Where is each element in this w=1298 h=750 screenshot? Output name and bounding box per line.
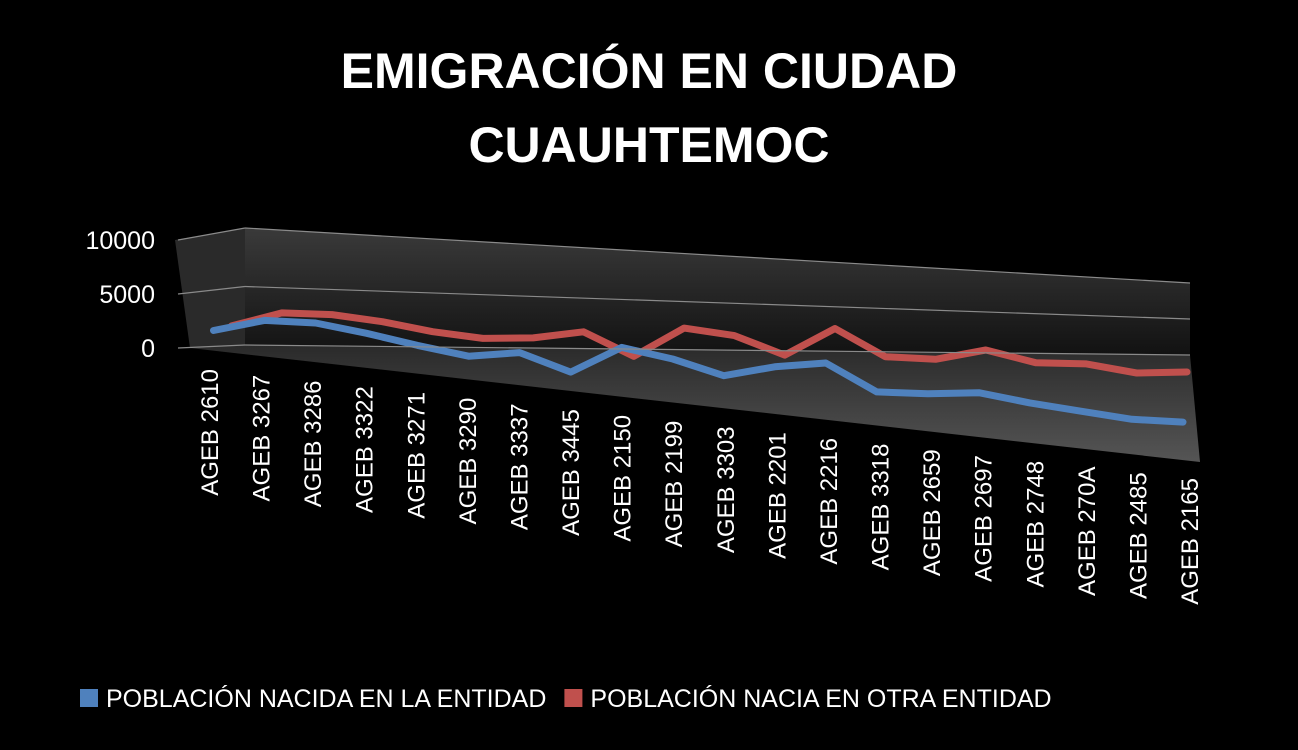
- plot: [210, 309, 1191, 426]
- side-wall: [175, 228, 245, 348]
- x-tick-label: AGEB 270A: [1074, 467, 1101, 596]
- series-line: [228, 309, 1191, 377]
- chart-title: EMIGRACIÓN EN CIUDAD CUAUHTEMOC: [340, 43, 958, 173]
- grid-line: [177, 227, 246, 241]
- series-line: [210, 316, 1187, 426]
- x-tick-label: AGEB 3318: [868, 444, 895, 571]
- y-tick-label: 10000: [85, 227, 155, 255]
- legend-swatch: [80, 689, 98, 707]
- x-tick-label: AGEB 3290: [455, 398, 482, 525]
- x-tick-label: AGEB 2748: [1022, 461, 1049, 588]
- grid-line: [177, 344, 246, 349]
- x-tick-label: AGEB 3445: [558, 409, 585, 536]
- floor: [190, 345, 1200, 462]
- back-wall: [245, 228, 1190, 355]
- x-tick-label: AGEB 2165: [1177, 478, 1204, 605]
- legend-label: POBLACIÓN NACIDA EN LA ENTIDAD: [106, 684, 546, 713]
- x-tick-label: AGEB 3322: [352, 386, 379, 513]
- y-tick-label: 0: [141, 335, 155, 363]
- grid-line: [244, 227, 1191, 284]
- x-tick-label: AGEB 2610: [197, 369, 224, 496]
- x-tick-label: AGEB 3271: [403, 392, 430, 519]
- x-tick-label: AGEB 3303: [713, 426, 740, 553]
- x-tick-label: AGEB 2485: [1125, 472, 1152, 599]
- x-tick-label: AGEB 3337: [506, 403, 533, 530]
- x-tick-label: AGEB 3267: [249, 375, 276, 502]
- y-tick-label: 5000: [99, 281, 155, 309]
- grid-line: [244, 344, 1191, 356]
- x-tick-label: AGEB 2216: [816, 438, 843, 565]
- grid-line: [177, 285, 246, 295]
- grid-line: [244, 285, 1191, 320]
- x-tick-label: AGEB 2201: [764, 432, 791, 559]
- legend-label: POBLACIÓN NACIA EN OTRA ENTIDAD: [590, 684, 1051, 713]
- x-tick-label: AGEB 2659: [919, 449, 946, 576]
- x-tick-label: AGEB 3286: [300, 380, 327, 507]
- x-tick-label: AGEB 2697: [971, 455, 998, 582]
- legend-swatch: [564, 689, 583, 707]
- x-tick-label: AGEB 2150: [610, 415, 637, 542]
- x-tick-label: AGEB 2199: [661, 421, 688, 548]
